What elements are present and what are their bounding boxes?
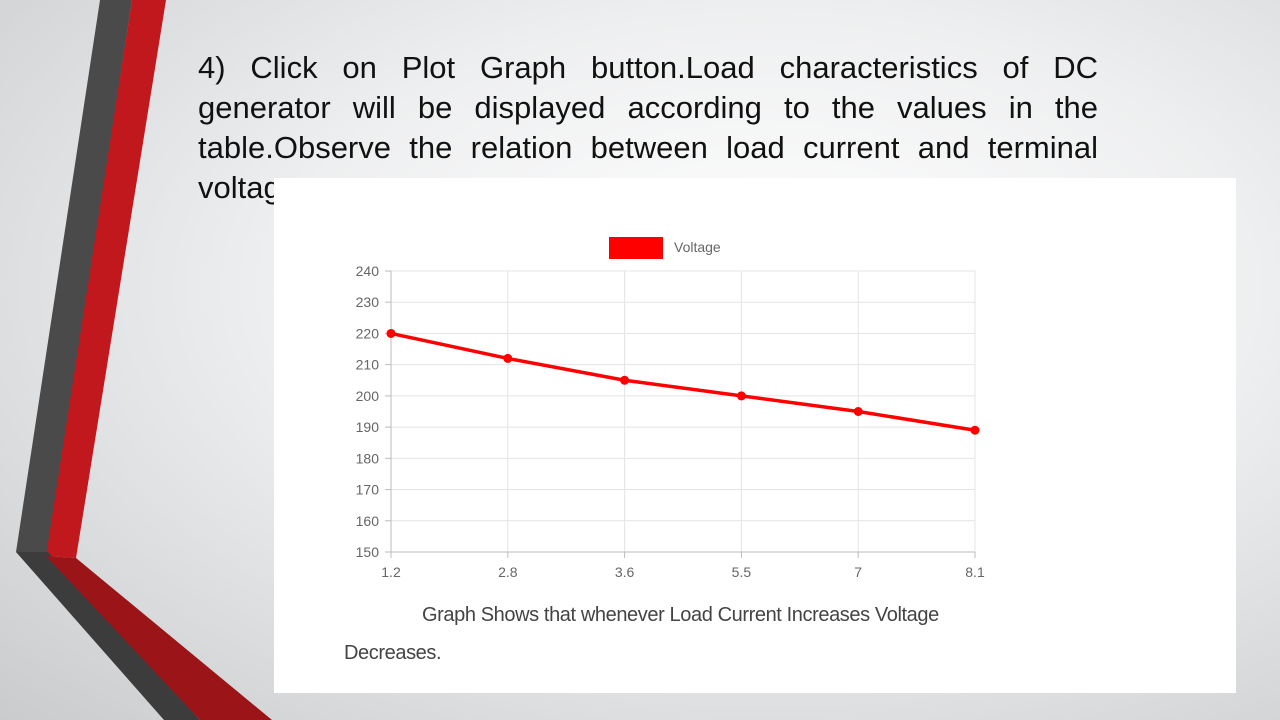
chart-series: [386, 328, 980, 435]
red-stripe-lower: [46, 556, 272, 720]
y-tick-label: 230: [356, 294, 380, 310]
data-point-voltage: [970, 425, 980, 435]
chart-legend: Voltage: [609, 237, 721, 259]
x-tick-label: 1.2: [381, 564, 401, 580]
x-axis-ticks: 1.2 2.8 3.6 5.5 7 8.1: [381, 552, 985, 580]
y-tick-label: 150: [356, 544, 380, 560]
series-line-voltage: [390, 331, 976, 432]
chart-axes: [385, 271, 975, 558]
y-tick-label: 170: [356, 482, 380, 498]
x-tick-label: 5.5: [732, 564, 752, 580]
red-stripe-upper: [46, 0, 166, 558]
voltage-line-chart: 150 160 170 180 190 200 210 220 230 240 1.2 2.8 3.6…: [356, 237, 985, 580]
graph-screenshot: 150 160 170 180 190 200 210 220 230 240 1.2 2.8 3.6…: [274, 178, 1236, 693]
data-point-voltage: [736, 391, 746, 401]
y-tick-label: 180: [356, 450, 380, 466]
y-tick-label: 190: [356, 419, 380, 435]
x-tick-label: 2.8: [498, 564, 518, 580]
y-tick-label: 220: [356, 325, 380, 341]
y-tick-label: 160: [356, 513, 380, 529]
graph-caption: Graph Shows that whenever Load Current I…: [344, 604, 939, 664]
legend-swatch-voltage: [609, 237, 663, 259]
y-tick-label: 210: [356, 357, 380, 373]
x-tick-label: 8.1: [965, 564, 985, 580]
data-point-voltage: [853, 407, 863, 416]
gray-stripe-lower: [16, 552, 200, 720]
data-point-voltage: [620, 375, 630, 385]
legend-label-voltage: Voltage: [674, 239, 721, 255]
x-tick-label: 3.6: [615, 564, 635, 580]
y-tick-label: 200: [356, 388, 380, 404]
instruction-text: 4) Click on Plot Graph button.Load chara…: [198, 50, 1098, 205]
y-tick-label: 240: [356, 263, 380, 279]
data-point-voltage: [503, 353, 513, 363]
x-tick-label: 7: [854, 564, 862, 580]
data-point-voltage: [386, 328, 396, 338]
y-axis-ticks: 150 160 170 180 190 200 210 220 230 240: [356, 263, 391, 560]
chart-grid: [390, 270, 976, 553]
gray-stripe-upper: [16, 0, 132, 552]
